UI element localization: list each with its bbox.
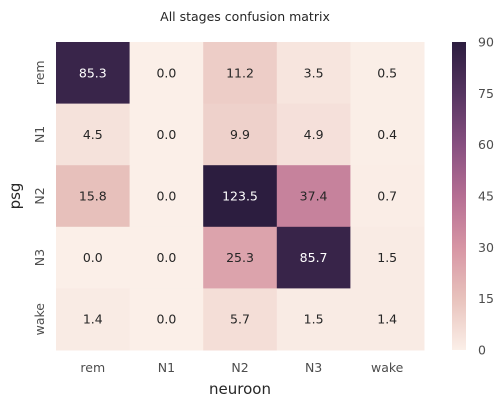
x-tick-label: N1 [158,360,175,375]
heatmap-cells: 85.3 0.0 11.2 3.5 0.5 4.5 0.0 9.9 4.9 0.4 15.8 0.0 1… [56,42,425,351]
colorbar-tick-label: 0 [478,343,486,358]
colorbar [452,42,466,350]
x-tick-label: N3 [305,360,322,375]
heatmap-cell [203,42,278,105]
heatmap-cell [276,103,351,166]
cell-value-label: 0.0 [83,250,103,265]
cell-value-label: 0.7 [377,189,397,204]
cell-value-label: 0.5 [377,65,397,80]
x-tick-label: rem [80,360,105,375]
chart-title: All stages confusion matrix [160,9,330,24]
cell-value-label: 85.3 [79,65,107,80]
heatmap-cell [350,226,425,289]
cell-value-label: 1.4 [377,312,397,327]
x-tick-label: wake [371,360,404,375]
heatmap-cell [276,288,351,351]
heatmap-cell [276,42,351,105]
x-axis-label: neuroon [209,380,271,398]
cell-value-label: 85.7 [300,250,328,265]
cell-value-label: 4.5 [83,127,103,142]
x-tick-label: N2 [231,360,248,375]
cell-value-label: 11.2 [226,65,254,80]
cell-value-label: 5.7 [230,312,250,327]
y-tick-labels: rem N1 N2 N3 wake [32,60,47,335]
heatmap-cell [129,165,204,228]
colorbar-tick-label: 15 [478,291,494,306]
heatmap-cell [276,165,351,228]
cell-value-label: 0.0 [156,127,176,142]
cell-value-label: 0.0 [156,250,176,265]
cell-value-label: 1.5 [377,250,397,265]
cell-value-label: 123.5 [222,189,258,204]
heatmap-cell [56,42,131,105]
cell-value-label: 9.9 [230,127,250,142]
cell-value-label: 15.8 [79,189,107,204]
heatmap-cell [203,103,278,166]
heatmap-cell [56,165,131,228]
colorbar-tick-label: 45 [478,189,494,204]
cell-value-label: 0.0 [156,312,176,327]
heatmap-cell [129,288,204,351]
cell-value-label: 0.4 [377,127,397,142]
heatmap-cell [56,103,131,166]
colorbar-tick-label: 75 [478,86,494,101]
colorbar-ticks: 0 15 30 45 60 75 90 [478,35,494,358]
colorbar-tick-label: 90 [478,35,494,50]
heatmap-cell [350,288,425,351]
y-axis-label: psg [6,183,24,210]
heatmap-cell [276,226,351,289]
cell-value-label: 0.0 [156,189,176,204]
heatmap-cell [203,226,278,289]
y-tick-label: rem [32,60,47,85]
cell-value-label: 3.5 [304,65,324,80]
cell-value-label: 0.0 [156,65,176,80]
y-tick-label: N3 [32,249,47,266]
cell-value-label: 1.4 [83,312,103,327]
heatmap-cell [129,103,204,166]
y-tick-label: N2 [32,187,47,204]
cell-value-label: 37.4 [300,189,328,204]
cell-value-label: 25.3 [226,250,254,265]
x-tick-labels: rem N1 N2 N3 wake [80,360,403,375]
colorbar-tick-label: 30 [478,240,494,255]
heatmap-cell [350,103,425,166]
y-tick-label: wake [32,303,47,336]
heatmap-cell [129,226,204,289]
heatmap-cell [203,288,278,351]
colorbar-tick-label: 60 [478,137,494,152]
heatmap-cell [203,165,278,228]
heatmap-cell [350,42,425,105]
cell-value-label: 1.5 [304,312,324,327]
heatmap-cell [56,288,131,351]
cell-value-label: 4.9 [304,127,324,142]
heatmap-cell [129,42,204,105]
y-tick-label: N1 [32,126,47,143]
heatmap-cell [56,226,131,289]
heatmap-cell [350,165,425,228]
